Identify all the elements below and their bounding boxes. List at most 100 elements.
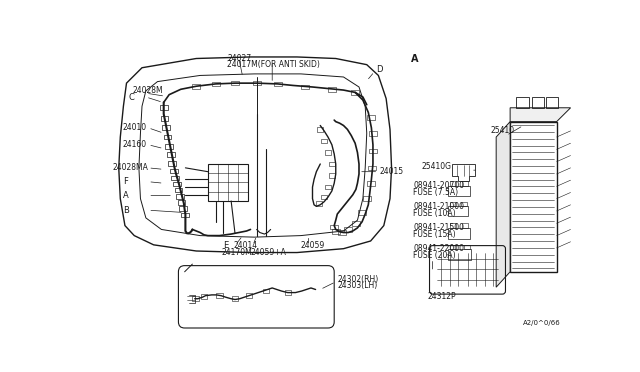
- Bar: [450, 202, 456, 206]
- Text: F: F: [123, 177, 127, 186]
- Bar: [176, 194, 184, 199]
- Bar: [179, 206, 187, 211]
- Bar: [285, 290, 291, 295]
- Bar: [253, 81, 260, 86]
- Bar: [161, 116, 168, 121]
- Text: 08941-22000: 08941-22000: [413, 244, 464, 253]
- Bar: [263, 289, 269, 294]
- Text: 25410: 25410: [491, 126, 515, 135]
- Text: 24059: 24059: [301, 241, 325, 250]
- Bar: [363, 196, 371, 201]
- Bar: [180, 212, 189, 217]
- Bar: [330, 225, 338, 230]
- Bar: [175, 188, 182, 192]
- Bar: [516, 97, 529, 108]
- Bar: [232, 296, 238, 301]
- Bar: [368, 166, 376, 170]
- Bar: [170, 169, 178, 173]
- Polygon shape: [510, 108, 571, 122]
- Text: 24028M: 24028M: [132, 86, 163, 95]
- Bar: [369, 148, 377, 153]
- Bar: [450, 245, 456, 250]
- Bar: [231, 81, 239, 86]
- Bar: [208, 164, 248, 201]
- Bar: [546, 97, 558, 108]
- Bar: [462, 181, 468, 186]
- Text: 24303(LH): 24303(LH): [337, 281, 378, 290]
- Text: 08941-21000: 08941-21000: [413, 202, 464, 211]
- Text: 24160: 24160: [123, 140, 147, 149]
- Bar: [325, 185, 331, 189]
- Bar: [450, 223, 456, 228]
- Text: 08941-20700: 08941-20700: [413, 181, 465, 190]
- Bar: [351, 90, 359, 95]
- Text: A2/0^0/66: A2/0^0/66: [523, 320, 561, 326]
- Text: 24059+A: 24059+A: [250, 248, 286, 257]
- Bar: [448, 250, 472, 260]
- Bar: [352, 221, 360, 225]
- Text: A: A: [123, 191, 129, 200]
- Bar: [164, 135, 172, 140]
- Text: B: B: [123, 206, 129, 215]
- Text: 24017M(FOR ANTI SKID): 24017M(FOR ANTI SKID): [227, 60, 320, 69]
- Bar: [332, 230, 340, 234]
- Bar: [328, 87, 336, 92]
- Text: 24010: 24010: [123, 123, 147, 132]
- Text: FUSE (20A): FUSE (20A): [413, 251, 456, 260]
- Bar: [510, 122, 557, 272]
- Bar: [369, 131, 377, 135]
- Bar: [321, 195, 327, 199]
- Bar: [344, 227, 352, 232]
- Text: D: D: [376, 65, 383, 74]
- Text: FUSE (7.5A): FUSE (7.5A): [413, 188, 458, 197]
- Bar: [462, 223, 468, 228]
- Bar: [316, 201, 322, 206]
- Text: A: A: [411, 54, 419, 64]
- Text: 24302(RH): 24302(RH): [337, 275, 378, 284]
- Text: 24027: 24027: [227, 54, 252, 63]
- Bar: [358, 210, 366, 215]
- Bar: [448, 206, 468, 216]
- Bar: [178, 200, 186, 205]
- Text: 24015: 24015: [379, 167, 403, 176]
- Bar: [329, 162, 335, 166]
- Text: E: E: [223, 241, 228, 250]
- Bar: [338, 230, 346, 235]
- Bar: [448, 228, 470, 239]
- Text: 24014: 24014: [234, 241, 257, 250]
- Bar: [193, 84, 200, 89]
- Bar: [461, 202, 467, 206]
- Bar: [329, 173, 335, 178]
- Text: 25410G: 25410G: [421, 162, 451, 171]
- Bar: [325, 150, 331, 155]
- Bar: [160, 106, 168, 110]
- Bar: [168, 161, 176, 166]
- Text: FUSE (10A): FUSE (10A): [413, 209, 456, 218]
- Bar: [212, 81, 220, 86]
- Text: C: C: [128, 93, 134, 102]
- Text: 24170M: 24170M: [221, 248, 252, 257]
- Bar: [246, 294, 252, 298]
- Bar: [448, 186, 470, 196]
- Bar: [532, 97, 544, 108]
- Bar: [301, 85, 308, 89]
- Bar: [367, 115, 374, 120]
- Bar: [450, 181, 456, 186]
- Text: 24028MA: 24028MA: [113, 163, 148, 172]
- Bar: [274, 81, 282, 86]
- Bar: [172, 176, 179, 180]
- Bar: [317, 127, 323, 132]
- Bar: [201, 294, 207, 299]
- Bar: [165, 144, 173, 148]
- Text: 08941-21500: 08941-21500: [413, 224, 464, 232]
- Bar: [173, 182, 180, 186]
- Bar: [167, 153, 175, 157]
- Bar: [367, 181, 374, 186]
- Text: 24312P: 24312P: [428, 292, 456, 301]
- Bar: [162, 125, 170, 130]
- Polygon shape: [496, 122, 510, 287]
- Bar: [193, 296, 198, 301]
- Bar: [216, 294, 223, 298]
- Bar: [321, 139, 327, 143]
- Bar: [463, 245, 470, 250]
